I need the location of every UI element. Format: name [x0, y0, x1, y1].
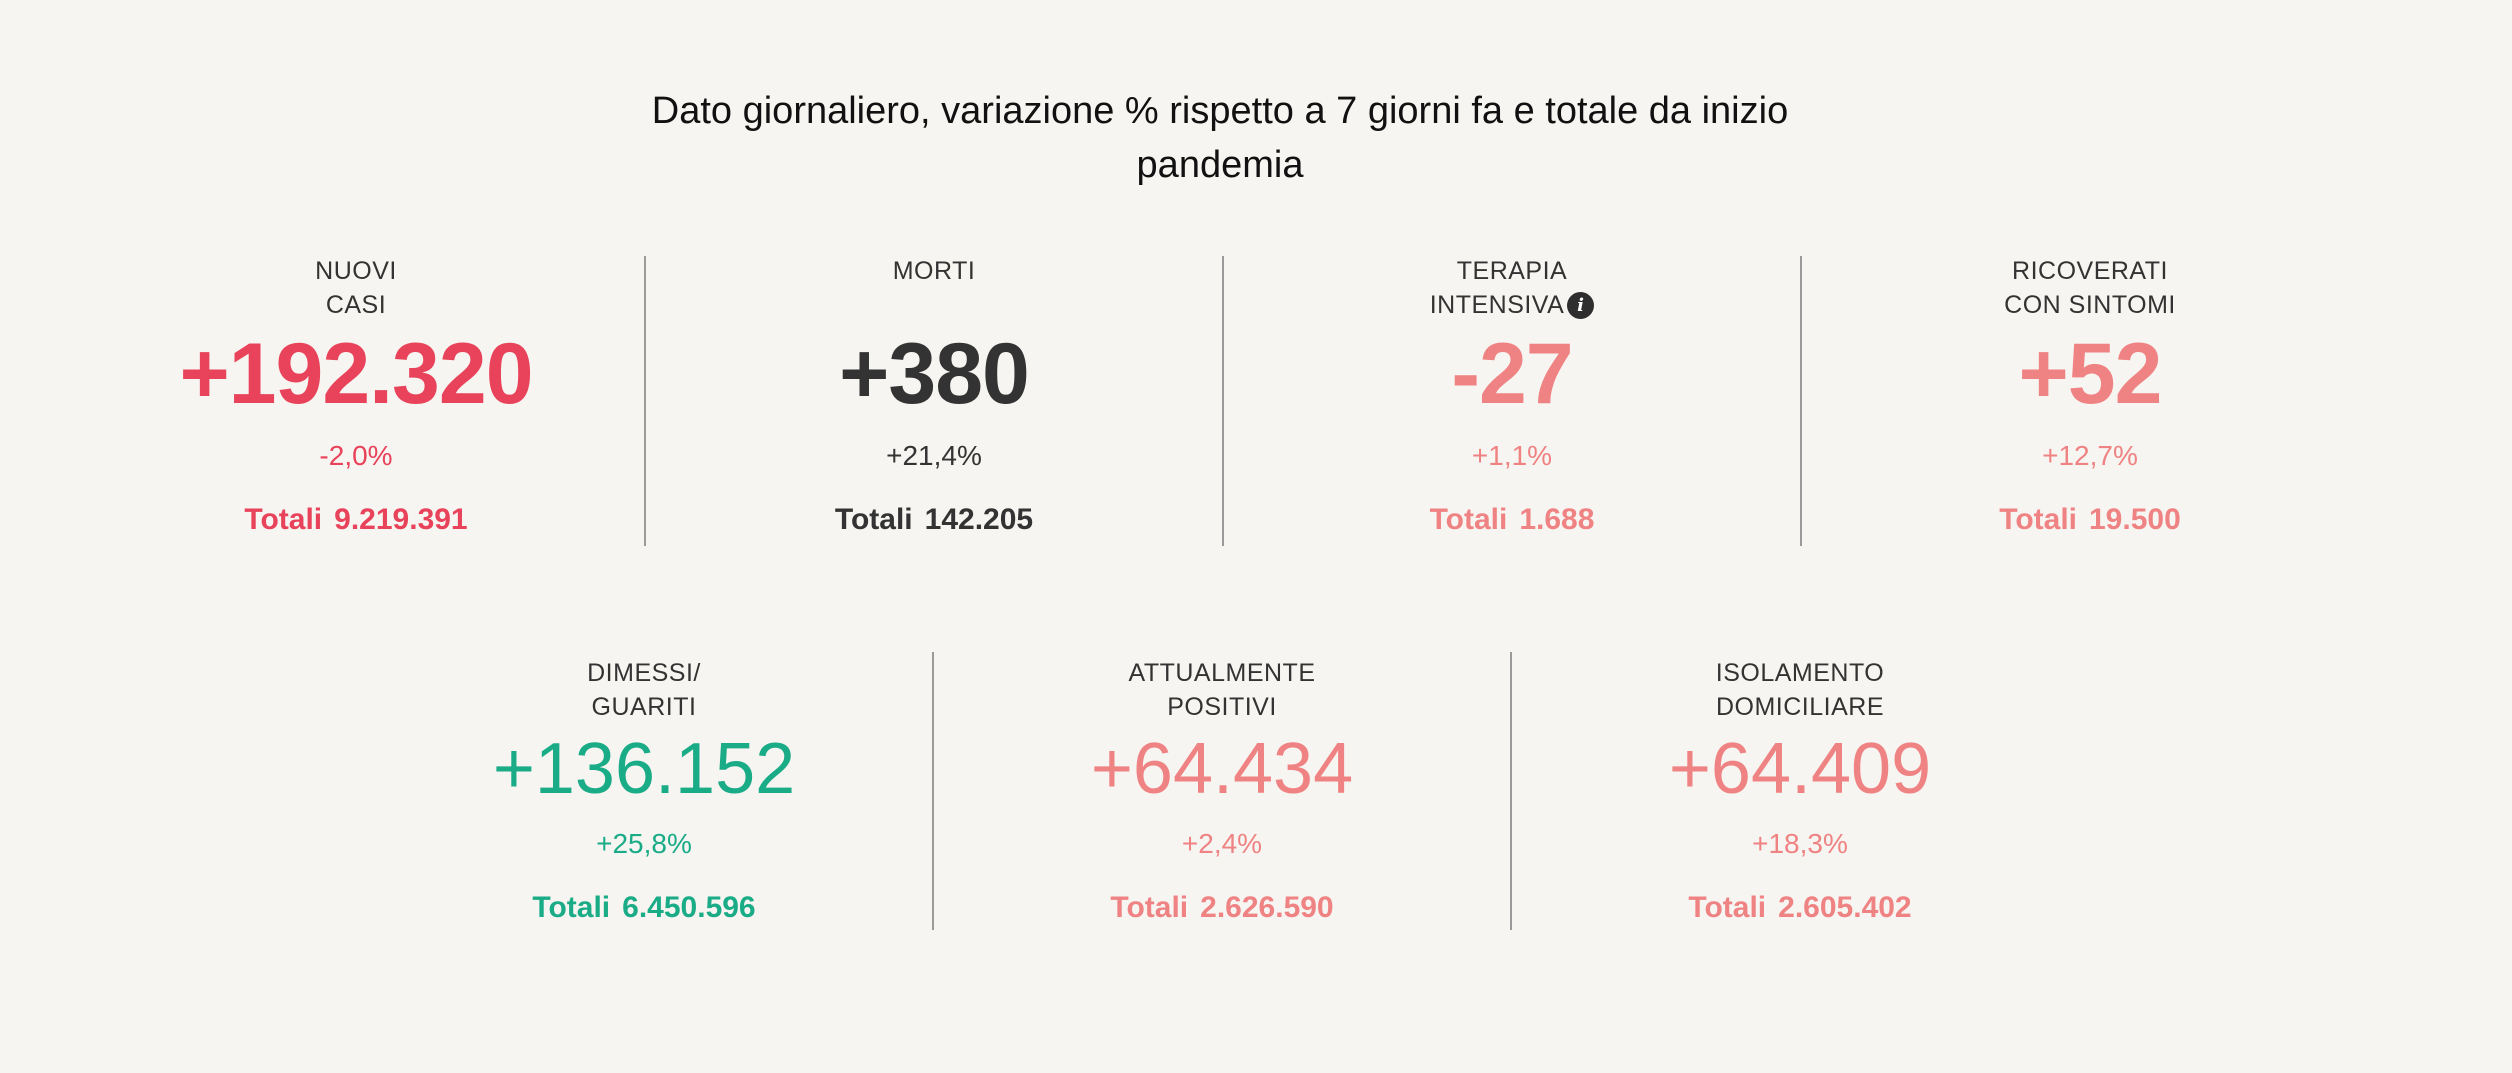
- info-icon[interactable]: i: [1567, 292, 1595, 319]
- stat-total-value: 2.605.402: [1778, 891, 1912, 924]
- stat-label: ATTUALMENTE POSITIVI: [934, 652, 1510, 726]
- column-divider: [1222, 256, 1224, 546]
- stat-total-value: 2.626.590: [1200, 891, 1334, 924]
- column-divider: [932, 652, 934, 930]
- column-divider: [644, 256, 646, 546]
- stat-total-value: 1.688: [1519, 503, 1595, 536]
- stats-row-bottom: DIMESSI/ GUARITI +136.152 +25,8% Totali 6…: [356, 652, 2088, 930]
- stat-total-label: Totali: [244, 503, 323, 536]
- stat-total-label: Totali: [1110, 891, 1189, 924]
- stat-change-percent: +12,7%: [2042, 440, 2138, 471]
- stat-label: ISOLAMENTO DOMICILIARE: [1512, 652, 2088, 726]
- stat-change-percent: +21,4%: [886, 440, 982, 471]
- stat-total-value: 142.205: [924, 503, 1034, 536]
- stat-change-percent: +25,8%: [596, 828, 692, 859]
- stat-label-line-2: DOMICILIARE: [1715, 693, 1885, 721]
- stat-label-line-2: GUARITI: [591, 693, 697, 721]
- stat-isolamento-domiciliare: ISOLAMENTO DOMICILIARE +64.409 +18,3% To…: [1512, 652, 2088, 930]
- stat-change-percent: +1,1%: [1471, 440, 1553, 471]
- stat-change-percent: +2,4%: [1181, 828, 1263, 859]
- stat-label-line-1: ISOLAMENTO: [1715, 659, 1885, 687]
- column-divider: [1510, 652, 1512, 930]
- stat-terapia-intensiva: TERAPIA INTENSIVA i -27 +1,1% Totali 1.688: [1224, 250, 1800, 550]
- stat-label-line-2-wrap: INTENSIVA i: [1224, 288, 1800, 322]
- stat-change-percent: +18,3%: [1752, 828, 1848, 859]
- stat-label: RICOVERATI CON SINTOMI: [1802, 250, 2378, 324]
- stat-label: DIMESSI/ GUARITI: [356, 652, 932, 726]
- stat-value: -27: [1451, 326, 1573, 422]
- stat-total: Totali 1.688: [1224, 500, 1800, 540]
- stat-attualmente-positivi: ATTUALMENTE POSITIVI +64.434 +2,4% Total…: [934, 652, 1510, 930]
- stat-label: MORTI: [646, 250, 1222, 324]
- stat-value: +64.409: [1668, 729, 1932, 809]
- stat-total-value: 19.500: [2089, 503, 2181, 536]
- stat-morti: MORTI +380 +21,4% Totali 142.205: [646, 250, 1222, 550]
- stat-value: +136.152: [492, 729, 796, 809]
- stats-row-top: NUOVI CASI +192.320 -2,0% Totali 9.219.39…: [68, 250, 2378, 550]
- stat-total: Totali 2.605.402: [1512, 888, 2088, 928]
- stat-total: Totali 9.219.391: [68, 500, 644, 540]
- stat-value: +64.434: [1090, 729, 1354, 809]
- page-title-line-1: Dato giornaliero, variazione % rispetto …: [651, 90, 1789, 132]
- stat-total: Totali 19.500: [1802, 500, 2378, 540]
- stat-total: Totali 142.205: [646, 500, 1222, 540]
- stat-label-line-1: DIMESSI/: [587, 659, 701, 687]
- stat-value: +52: [2018, 326, 2163, 422]
- stat-value: +192.320: [179, 326, 533, 422]
- stat-label-line-1: MORTI: [892, 257, 976, 285]
- stat-total-label: Totali: [834, 503, 913, 536]
- stat-total: Totali 2.626.590: [934, 888, 1510, 928]
- stat-nuovi-casi: NUOVI CASI +192.320 -2,0% Totali 9.219.39…: [68, 250, 644, 550]
- stat-label: TERAPIA INTENSIVA i: [1224, 250, 1800, 324]
- stat-label-line-1: TERAPIA: [1456, 257, 1568, 285]
- stat-label-line-1: ATTUALMENTE: [1128, 659, 1316, 687]
- stat-label-line-2: INTENSIVA: [1429, 291, 1565, 319]
- stat-label-line-2: CON SINTOMI: [2004, 291, 2176, 319]
- stat-value: +380: [839, 326, 1030, 422]
- page-title-line-2: pandemia: [1136, 144, 1304, 186]
- stat-total-value: 9.219.391: [334, 503, 468, 536]
- stat-label: NUOVI CASI: [68, 250, 644, 324]
- stat-total-label: Totali: [1429, 503, 1508, 536]
- stat-total-value: 6.450.596: [622, 891, 756, 924]
- page-title: Dato giornaliero, variazione % rispetto …: [0, 84, 2440, 192]
- stat-label-line-1: NUOVI: [315, 257, 397, 285]
- stat-total-label: Totali: [1999, 503, 2077, 536]
- stat-total: Totali 6.450.596: [356, 888, 932, 928]
- stat-dimessi-guariti: DIMESSI/ GUARITI +136.152 +25,8% Totali 6…: [356, 652, 932, 930]
- stat-total-label: Totali: [532, 891, 611, 924]
- stat-label-line-2: POSITIVI: [1167, 693, 1277, 721]
- stat-change-percent: -2,0%: [319, 440, 393, 471]
- stat-label-line-2: CASI: [325, 291, 387, 319]
- stat-label-line-1: RICOVERATI: [2012, 257, 2168, 285]
- column-divider: [1800, 256, 1802, 546]
- stat-ricoverati-con-sintomi: RICOVERATI CON SINTOMI +52 +12,7% Totali…: [1802, 250, 2378, 550]
- stat-total-label: Totali: [1688, 891, 1767, 924]
